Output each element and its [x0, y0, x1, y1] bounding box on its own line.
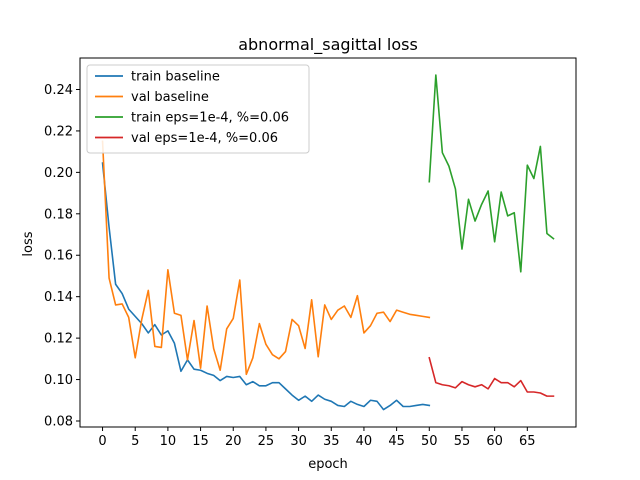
legend-entry: val eps=1e-4, %=0.06 — [131, 131, 278, 146]
x-tick-label: 0 — [98, 434, 106, 449]
y-tick-label: 0.24 — [44, 83, 73, 98]
y-tick-label: 0.14 — [44, 290, 73, 305]
y-tick-label: 0.22 — [44, 124, 73, 139]
x-tick-label: 45 — [388, 434, 405, 449]
series-line-0 — [101, 162, 431, 411]
x-tick-label: 10 — [160, 434, 177, 449]
x-tick-label: 60 — [486, 434, 503, 449]
x-tick-label: 15 — [192, 434, 209, 449]
x-tick-label: 55 — [454, 434, 471, 449]
y-tick-label: 0.12 — [44, 332, 73, 347]
x-tick-label: 65 — [519, 434, 536, 449]
y-axis-label: loss — [21, 231, 36, 256]
series-line-1 — [101, 140, 431, 376]
y-tick-label: 0.16 — [44, 249, 73, 264]
series-line-2 — [428, 74, 555, 273]
legend-box — [86, 64, 310, 154]
x-tick-label: 50 — [421, 434, 438, 449]
x-tick-label: 35 — [323, 434, 340, 449]
plot-area: 0 5 10 15 20 25 30 35 40 45 50 55 60 65 0.08 0.10 0.12 0.… — [44, 57, 577, 449]
legend-entry: train eps=1e-4, %=0.06 — [131, 111, 289, 126]
chart-title: abnormal_sagittal loss — [238, 35, 418, 55]
legend-entry: train baseline — [131, 70, 220, 85]
x-tick-label: 40 — [356, 434, 373, 449]
x-tick-label: 30 — [290, 434, 307, 449]
x-tick-label: 20 — [225, 434, 242, 449]
y-tick-label: 0.10 — [44, 373, 73, 388]
legend: train baseline val baseline train eps=1e-4… — [86, 64, 310, 154]
x-axis-label: epoch — [308, 457, 348, 472]
x-tick-label: 5 — [131, 434, 139, 449]
y-tick-label: 0.18 — [44, 207, 73, 222]
plot-frame — [79, 57, 577, 428]
series-group — [101, 74, 555, 411]
x-tick-label: 25 — [258, 434, 275, 449]
legend-entry: val baseline — [131, 90, 209, 105]
y-tick-label: 0.08 — [44, 414, 73, 429]
series-line-3 — [428, 356, 555, 397]
y-tick-label: 0.20 — [44, 166, 73, 181]
